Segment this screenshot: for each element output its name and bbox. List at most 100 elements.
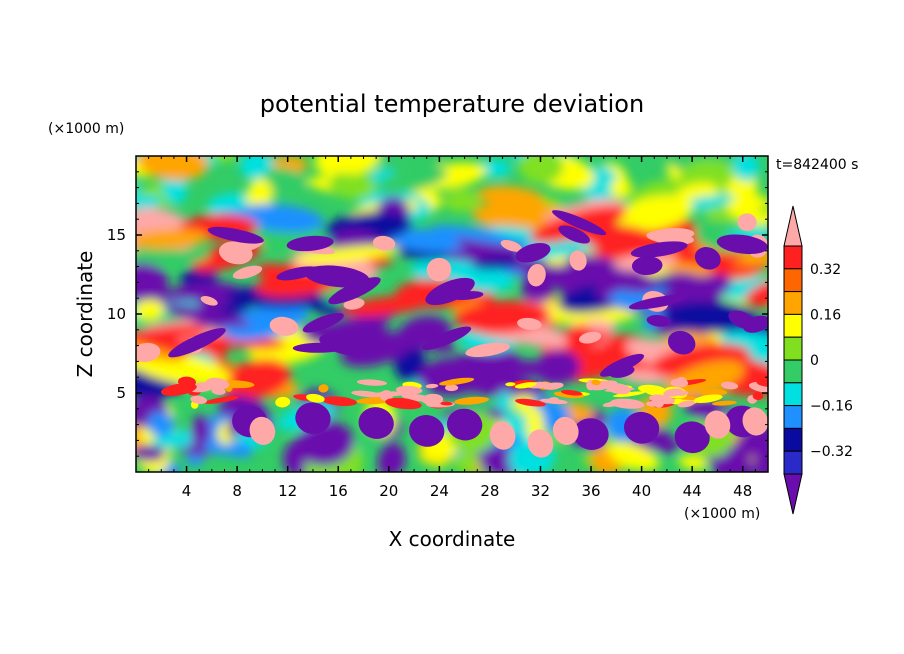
contour-region	[527, 263, 546, 287]
contour-region	[302, 312, 344, 333]
contour-region	[742, 407, 768, 436]
contour-region	[286, 235, 334, 252]
contour-region	[232, 265, 263, 279]
x-tick-label: 24	[430, 482, 449, 500]
contour-region	[351, 390, 382, 398]
contour-region	[425, 277, 475, 306]
contour-region	[552, 210, 607, 236]
y-axis-ticks: 5 10 15	[107, 171, 768, 457]
contour-region	[318, 384, 329, 393]
colorbar-box	[783, 245, 803, 270]
contour-region	[318, 156, 380, 175]
contour-region	[518, 156, 564, 184]
colorbar-box	[783, 336, 803, 361]
contour-region	[223, 442, 253, 458]
contour-region	[356, 379, 388, 386]
contour-region	[517, 317, 542, 330]
contour-region	[704, 410, 731, 439]
contour-region	[737, 213, 757, 232]
colorbar-label: 0.32	[810, 262, 841, 278]
contour-region	[560, 389, 583, 396]
contour-region	[630, 241, 688, 258]
contour-region	[566, 254, 657, 293]
contour-region	[147, 411, 175, 437]
contour-region	[720, 381, 739, 390]
contour-region	[756, 377, 768, 388]
contour-region	[653, 398, 664, 408]
contour-region	[662, 301, 757, 333]
contour-region	[578, 331, 602, 344]
contour-region	[552, 416, 579, 445]
contour-region	[450, 291, 484, 301]
contour-field	[136, 156, 768, 472]
contour-region	[704, 388, 728, 396]
contour-region	[295, 402, 331, 435]
contour-region	[395, 385, 423, 395]
contour-region	[674, 421, 710, 454]
contour-region	[547, 397, 559, 404]
contour-region	[426, 257, 452, 282]
y-axis-label: Z coordinate	[73, 251, 97, 378]
contour-region	[269, 316, 299, 336]
contour-region	[615, 195, 694, 232]
contour-region	[422, 326, 472, 350]
colorbar-label: −0.16	[810, 399, 853, 415]
colorbar-box	[783, 427, 803, 452]
contour-region	[591, 379, 602, 386]
colorbar-box	[783, 313, 803, 338]
contour-region	[753, 446, 768, 472]
contour-region	[613, 391, 646, 398]
contour-region	[409, 415, 445, 447]
contour-region	[602, 401, 621, 408]
x-tick-label: 32	[531, 482, 550, 500]
contour-region	[728, 310, 756, 329]
contour-region	[445, 384, 459, 392]
contour-region	[328, 171, 376, 200]
contour-region	[358, 407, 394, 439]
y-tick-label: 15	[107, 226, 126, 244]
contour-region	[136, 262, 169, 301]
contour-region	[343, 298, 365, 310]
contour-region	[558, 225, 590, 244]
contour-region	[607, 442, 660, 471]
contour-region	[421, 393, 444, 406]
contour-region	[137, 156, 209, 181]
contour-region	[210, 156, 238, 162]
colorbar-label: 0.16	[810, 307, 841, 323]
contour-region	[218, 241, 253, 265]
contour-region	[378, 156, 443, 172]
contour-region	[299, 298, 346, 317]
contour-region	[631, 256, 663, 276]
contour-region	[207, 226, 264, 244]
contour-region	[374, 167, 448, 194]
contour-region	[136, 249, 210, 267]
colorbar: 0.32 0.16 0 −0.16 −0.32	[783, 205, 853, 515]
contour-region	[425, 383, 439, 389]
contour-region	[693, 394, 723, 403]
chart-title: potential temperature deviation	[260, 90, 644, 118]
x-tick-label: 12	[278, 482, 297, 500]
x-tick-label: 40	[632, 482, 651, 500]
contour-region	[514, 382, 537, 389]
y-tick-label: 10	[107, 305, 126, 323]
contour-region	[160, 303, 250, 327]
contour-region	[600, 353, 645, 377]
contour-region	[471, 257, 519, 271]
contour-region	[438, 377, 475, 386]
contour-region	[386, 228, 469, 253]
contour-region	[443, 189, 480, 212]
contour-region	[136, 194, 161, 211]
contour-region	[604, 387, 635, 392]
y-unit-label: (×1000 m)	[48, 121, 124, 137]
x-tick-label: 16	[329, 482, 348, 500]
contour-region	[599, 380, 618, 388]
contour-region	[610, 398, 645, 409]
contour-region	[340, 331, 413, 367]
contour-region	[670, 378, 689, 388]
contour-region	[385, 397, 422, 410]
colorbar-box	[783, 359, 803, 384]
colorbar-box	[783, 382, 803, 407]
time-label: t=842400 s	[776, 157, 858, 173]
contour-region	[500, 240, 523, 252]
